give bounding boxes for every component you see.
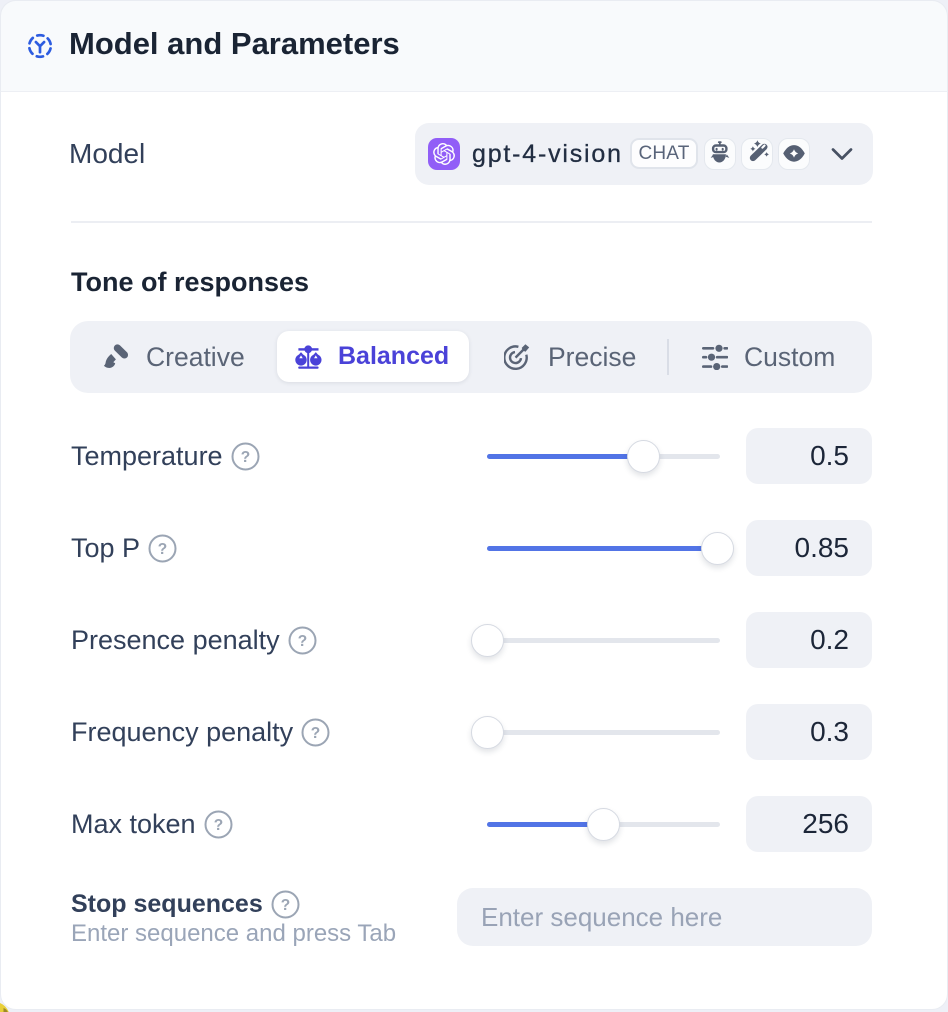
svg-text:?: ? — [240, 448, 249, 465]
svg-text:?: ? — [158, 540, 167, 557]
svg-text:?: ? — [311, 724, 320, 741]
svg-text:?: ? — [297, 632, 306, 649]
svg-text:?: ? — [281, 896, 290, 913]
svg-text:?: ? — [213, 816, 222, 833]
